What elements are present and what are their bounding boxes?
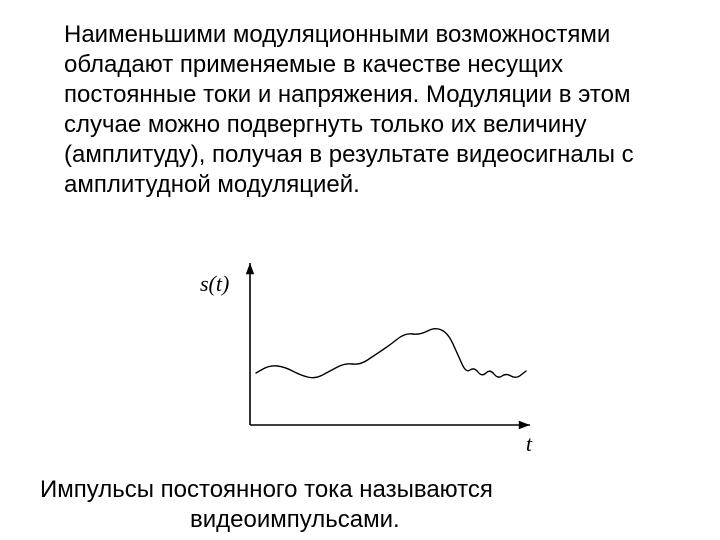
signal-curve-plot xyxy=(180,255,540,455)
paragraph-2-line-1: Импульсы постоянного тока называются xyxy=(40,476,493,503)
y-axis-label: s(t) xyxy=(200,271,229,297)
body-paragraph-2: Импульсы постоянного тока называются вид… xyxy=(40,475,680,535)
page-container: Наименьшими модуляционными возможностями… xyxy=(0,0,720,540)
signal-chart: s(t) t xyxy=(180,255,540,455)
x-axis-label: t xyxy=(526,431,532,457)
paragraph-2-line-2: видеоимпульсами. xyxy=(190,505,680,535)
body-paragraph-1: Наименьшими модуляционными возможностями… xyxy=(64,20,654,200)
